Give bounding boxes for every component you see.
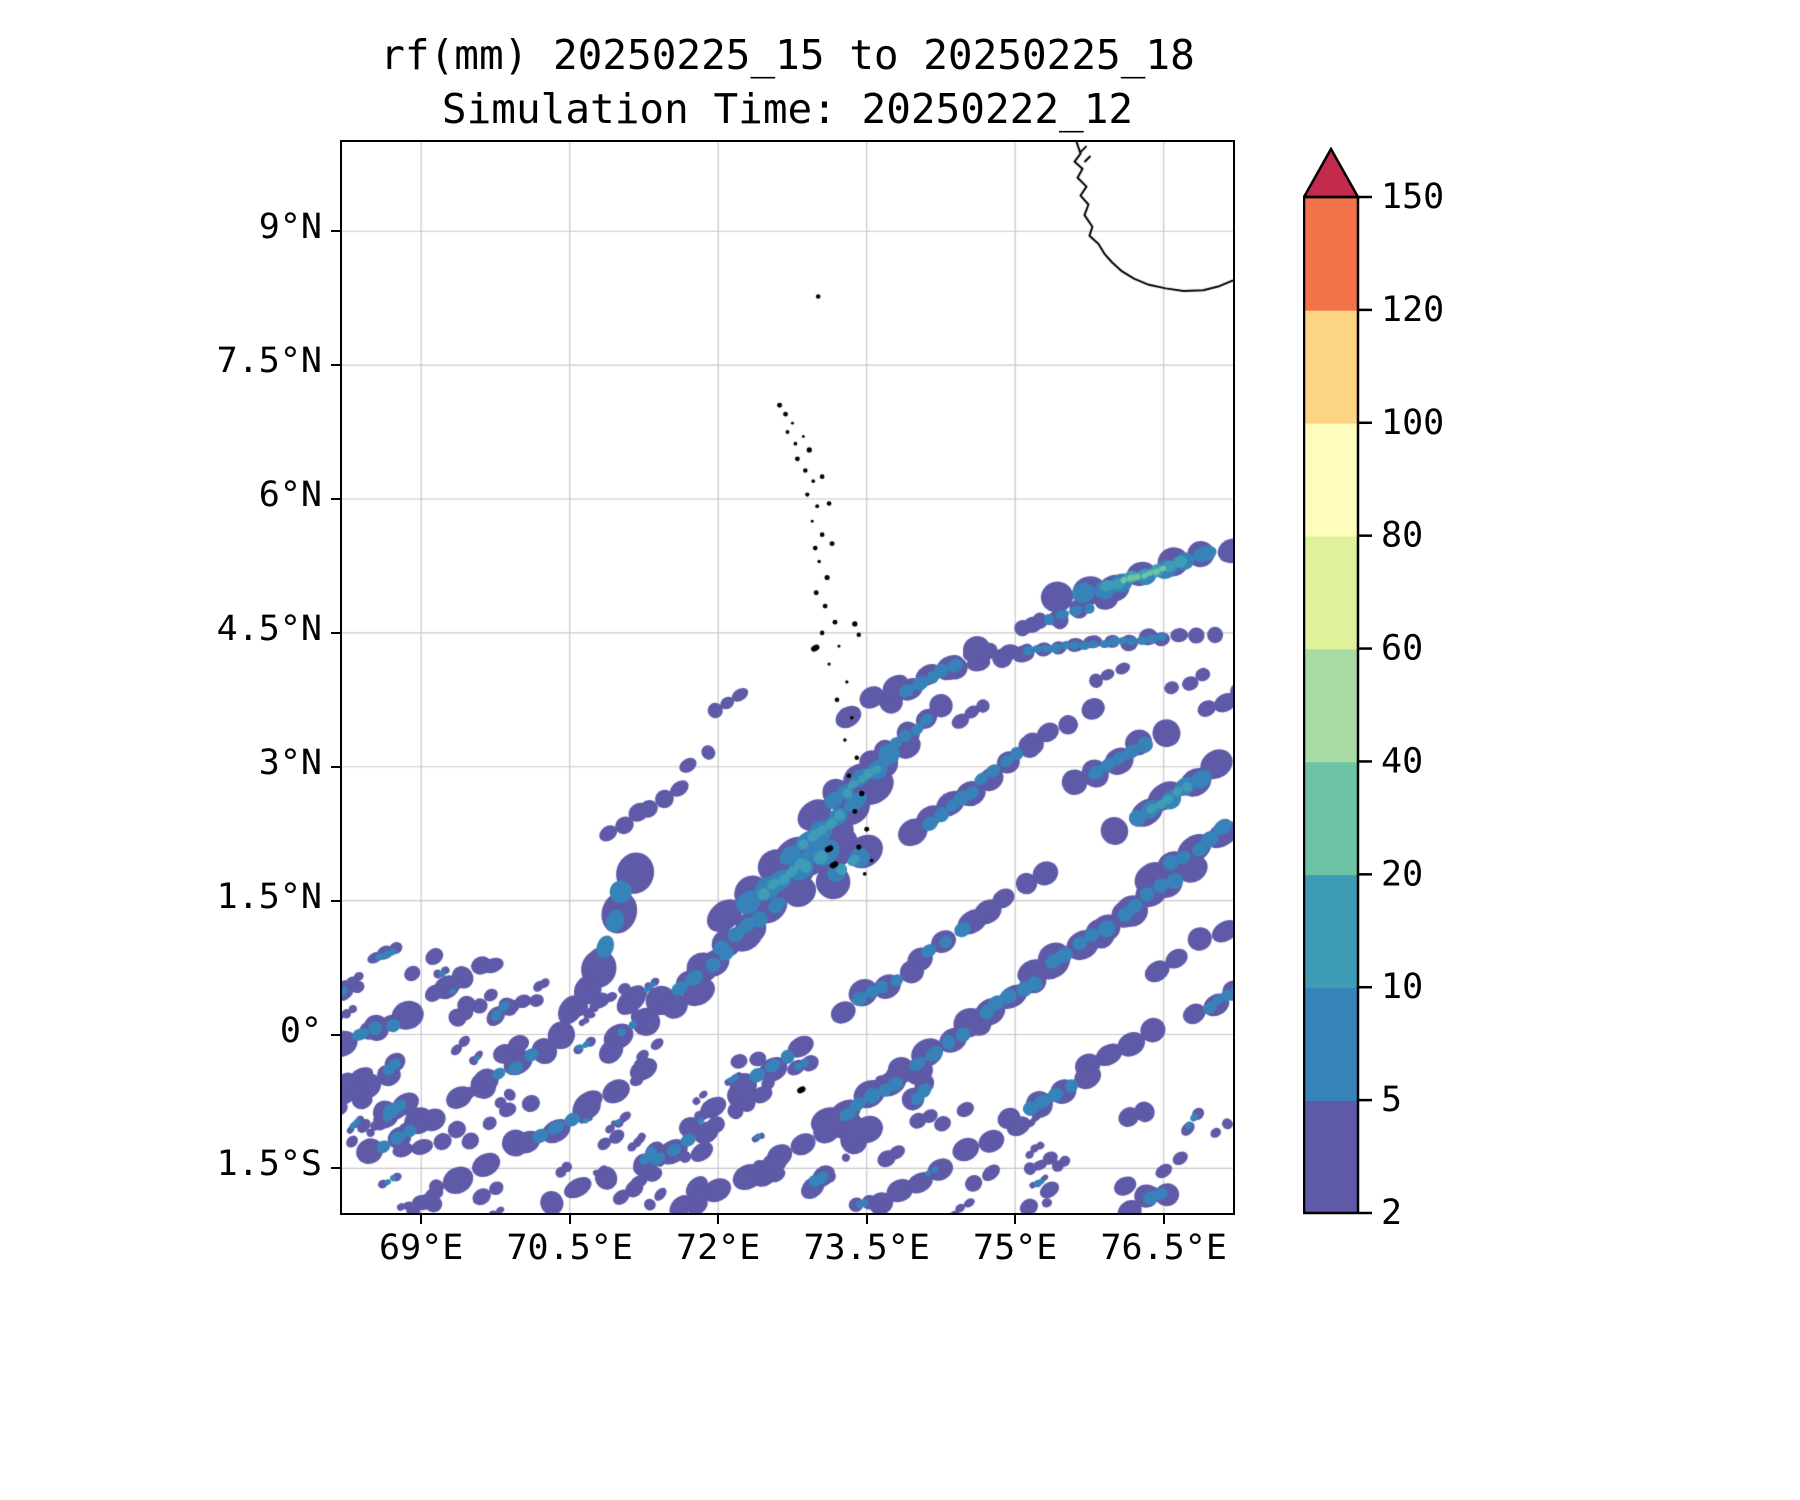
y-tick-label-0: 0° [279,1010,322,1051]
chart-title-line2: Simulation Time: 20250222_12 [441,85,1134,133]
colorbar-band-5-10 [1304,987,1358,1101]
rainfall-map-canvas [342,142,1233,1213]
chart-title: rf(mm) 20250225_15 to 20250225_18 Simula… [300,28,1275,136]
x-tick-label-73.5E: 73.5°E [803,1228,930,1268]
colorbar-tick-label-120: 120 [1381,290,1444,330]
colorbar-tick-label-100: 100 [1381,403,1444,443]
colorbar-tick-label-60: 60 [1381,629,1423,669]
colorbar-tick-label-10: 10 [1381,967,1423,1007]
colorbar-tick-label-5: 5 [1381,1080,1402,1120]
x-tick-label-70.5E: 70.5°E [506,1228,633,1268]
y-tick-mark [331,364,340,367]
colorbar-extend-arrow [1303,147,1361,199]
y-tick-label-6N: 6°N [258,475,322,515]
colorbar-tick-label-20: 20 [1381,854,1423,894]
colorbar-band-80-100 [1304,422,1358,537]
map-plot-area [340,140,1235,1215]
x-tick-mark [1014,1215,1017,1224]
colorbar-band-2-5 [1304,1100,1358,1214]
y-tick-mark [331,765,340,768]
y-tick-mark [331,1167,340,1170]
x-tick-label-76.5E: 76.5°E [1100,1228,1227,1268]
y-tick-mark [331,899,340,902]
x-tick-mark [420,1215,423,1224]
y-tick-label-4.5N: 4.5°N [216,608,322,649]
y-tick-mark [331,1033,340,1036]
colorbar-band-100-120 [1304,309,1358,424]
chart-title-line1: rf(mm) 20250225_15 to 20250225_18 [380,31,1195,79]
colorbar-tick-label-40: 40 [1381,741,1423,781]
x-tick-label-72E: 72°E [676,1228,761,1268]
colorbar-tick-label-2: 2 [1381,1193,1402,1227]
colorbar-band-120-150 [1304,197,1358,311]
x-tick-mark [568,1215,571,1224]
x-tick-mark [1162,1215,1165,1224]
colorbar-tick-label-150: 150 [1381,177,1444,217]
y-tick-label-9N: 9°N [258,207,322,248]
colorbar: 2 5 10 20 40 60 80 100 120 150 [1303,147,1444,1227]
x-tick-label-75E: 75°E [973,1228,1058,1268]
colorbar-band-10-20 [1304,874,1358,989]
y-tick-label-7.5N: 7.5°N [216,341,322,382]
y-tick-mark [331,230,340,233]
x-tick-label-69E: 69°E [379,1228,464,1268]
colorbar-frame [1303,195,1360,1215]
y-tick-label-3N: 3°N [258,742,322,783]
y-tick-mark [331,631,340,634]
y-tick-label-1.5N: 1.5°N [216,876,322,917]
colorbar-band-60-80 [1304,535,1358,650]
colorbar-band-20-40 [1304,761,1358,876]
colorbar-band-40-60 [1304,648,1358,763]
y-tick-label-1.5S: 1.5°S [216,1144,322,1185]
y-tick-mark [331,498,340,500]
x-tick-mark [865,1215,868,1224]
x-tick-mark [717,1215,720,1224]
colorbar-tick-label-80: 80 [1381,516,1423,556]
